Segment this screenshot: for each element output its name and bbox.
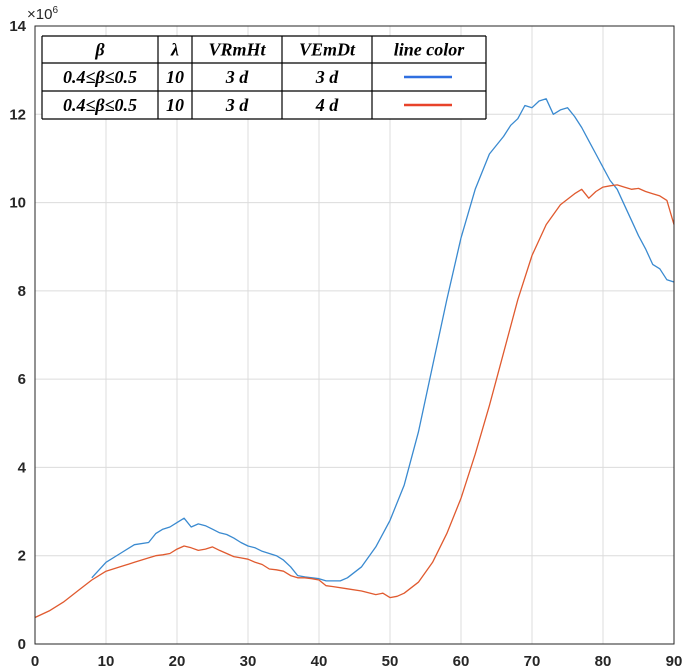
y-axis-exponent-power: 6 [52,5,58,16]
legend-cell: 10 [166,95,184,115]
legend-cell: 4 d [315,95,340,115]
x-tick-label: 90 [666,653,683,670]
legend-cell: 0.4≤β≤0.5 [63,95,137,115]
x-tick-label: 0 [31,653,39,670]
legend-cell: line color [394,40,465,60]
y-axis-exponent-base: ×10 [27,6,52,23]
legend-cell: VEmDt [299,40,356,60]
legend-cell: 0.4≤β≤0.5 [63,67,137,87]
y-tick-label: 10 [9,195,26,212]
series-layer [34,98,675,619]
y-tick-label: 4 [18,459,27,476]
x-tick-label: 10 [98,653,115,670]
y-tick-label: 8 [18,283,26,300]
legend-table: β λ VRmHt VEmDt line color 0.4≤β≤0.5 10 3 d 3 d 0… [41,35,487,120]
series-line-1 [91,98,675,582]
x-tick-label: 30 [240,653,257,670]
legend-cell: λ [170,40,179,60]
y-tick-label: 2 [18,548,26,565]
y-tick-label: 6 [18,371,26,388]
legend-cell: 3 d [315,67,340,87]
y-tick-label: 12 [9,106,26,123]
x-tick-label: 70 [524,653,541,670]
x-tick-label: 80 [595,653,612,670]
plot-area [34,25,675,645]
x-tick-label: 50 [382,653,399,670]
legend-cell: 3 d [225,67,250,87]
axis-tick-labels: 0 10 20 30 40 50 60 70 80 90 0 2 4 6 8 10 12 14 [9,18,682,670]
x-tick-label: 60 [453,653,470,670]
legend-cell: 3 d [225,95,250,115]
y-tick-label: 14 [9,18,26,35]
legend-cell: 10 [166,67,184,87]
series-line-2 [34,184,675,619]
x-tick-label: 40 [311,653,328,670]
y-axis-exponent: ×106 [27,5,58,23]
y-tick-label: 0 [18,636,26,653]
legend-cell: VRmHt [208,40,266,60]
x-tick-label: 20 [169,653,186,670]
legend-cell: β [94,40,105,60]
